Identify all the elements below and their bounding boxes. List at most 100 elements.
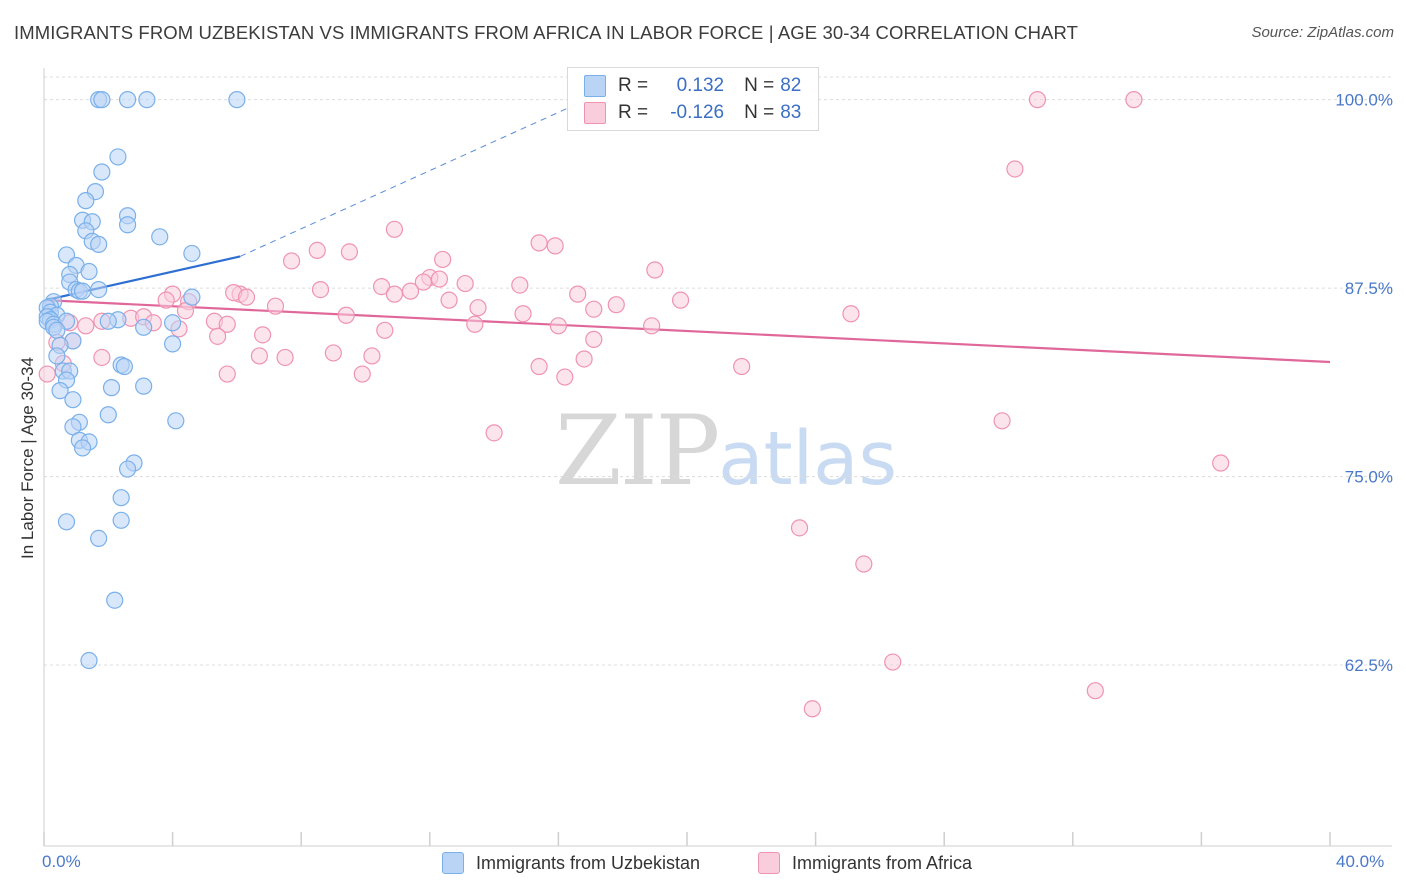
africa-point: [530, 234, 548, 252]
uzbekistan-point: [118, 91, 137, 109]
legend-item-uzbekistan[interactable]: Immigrants from Uzbekistan: [442, 852, 700, 874]
uzbekistan-point: [112, 511, 130, 529]
uzbekistan-point: [90, 529, 108, 548]
uzbekistan-point: [90, 281, 108, 299]
africa-point: [549, 317, 568, 335]
africa-point: [254, 326, 272, 344]
africa-point: [308, 241, 326, 260]
africa-point: [514, 305, 532, 323]
africa-point: [1212, 454, 1230, 472]
uzbekistan-point: [77, 192, 95, 210]
uzbekistan-point: [112, 489, 130, 507]
legend-pink-swatch: [758, 852, 780, 874]
stats-row-africa: R = -0.126 N = 83: [584, 100, 801, 126]
uzbekistan-point: [90, 235, 108, 253]
africa-point: [511, 276, 529, 294]
y-tick-label: 62.5%: [1345, 656, 1393, 675]
africa-point: [353, 365, 371, 383]
africa-point: [218, 315, 236, 333]
africa-point: [276, 348, 294, 367]
africa-point: [376, 321, 394, 339]
uzbekistan-point: [99, 312, 117, 330]
africa-point: [38, 365, 56, 383]
uzbekistan-point: [228, 91, 246, 109]
y-tick-label: 87.5%: [1345, 279, 1393, 298]
chart-title: IMMIGRANTS FROM UZBEKISTAN VS IMMIGRANTS…: [14, 22, 1079, 43]
uzbekistan-point: [57, 246, 76, 264]
africa-point: [993, 412, 1011, 430]
africa-point: [556, 368, 574, 386]
uzbekistan-point: [183, 288, 201, 306]
africa-point: [803, 700, 821, 718]
uzbekistan-point: [48, 347, 66, 365]
africa-point: [1086, 682, 1104, 700]
watermark-atlas: atlas: [718, 416, 898, 502]
watermark: ZIPatlas: [555, 395, 897, 507]
africa-point: [842, 305, 860, 323]
africa-point: [250, 347, 269, 365]
uzbekistan-point: [109, 148, 127, 166]
africa-point: [530, 357, 548, 376]
africa-point: [337, 306, 355, 324]
uzbekistan-point: [167, 412, 185, 430]
n-label: N =: [744, 102, 775, 123]
africa-point: [401, 282, 420, 300]
x-tick-label-max: 40.0%: [1336, 852, 1385, 871]
africa-point: [434, 250, 452, 269]
pink-swatch: [584, 102, 606, 124]
africa-point: [855, 555, 873, 573]
africa-point: [575, 350, 593, 368]
uzbekistan-point: [151, 228, 169, 246]
uzbekistan-point: [48, 321, 66, 339]
trend-lines: [45, 90, 1331, 364]
uzbekistan-point: [164, 335, 182, 353]
uzbekistan-point: [138, 91, 156, 109]
uzbekistan-point: [118, 216, 137, 234]
africa-point: [385, 220, 404, 238]
stats-box: R = 0.132 N = 82 R = -0.126 N = 83: [567, 67, 819, 131]
africa-point: [884, 653, 902, 671]
uzbekistan-point: [164, 314, 182, 332]
africa-point: [282, 252, 301, 270]
blue-swatch: [584, 75, 606, 97]
africa-trend-line: [45, 299, 1331, 364]
n-value: 83: [780, 102, 802, 123]
uzbekistan-point: [106, 591, 124, 609]
uzbekistan-trend-extension: [239, 90, 607, 257]
africa-point: [77, 317, 95, 335]
uzbekistan-point: [93, 91, 111, 109]
africa-point: [340, 243, 359, 261]
africa-point: [485, 424, 503, 442]
legend-item-africa[interactable]: Immigrants from Africa: [758, 852, 972, 874]
uzbekistan-point: [135, 377, 153, 395]
africa-point: [1028, 91, 1047, 109]
africa-point: [643, 317, 661, 335]
uzbekistan-point: [183, 244, 201, 263]
africa-point: [456, 274, 474, 293]
africa-point: [414, 273, 432, 291]
africa-point: [93, 348, 111, 367]
stats-row-uzbekistan: R = 0.132 N = 82: [584, 73, 801, 99]
africa-point: [585, 300, 603, 318]
africa-point: [733, 357, 751, 376]
axes: [43, 68, 1392, 847]
r-label: R =: [618, 75, 649, 96]
africa-point: [790, 519, 809, 537]
uzbekistan-point: [64, 391, 82, 409]
uzbekistan-point: [73, 282, 92, 300]
uzbekistan-point: [135, 318, 153, 336]
uzbekistan-point: [51, 382, 69, 400]
r-value: 0.132: [676, 75, 725, 96]
africa-point: [646, 261, 664, 279]
legend-blue-swatch: [442, 852, 464, 874]
x-tick-label-min: 0.0%: [42, 852, 81, 871]
uzbekistan-point: [57, 513, 76, 531]
watermark-zip: ZIP: [555, 395, 720, 507]
r-value: -0.126: [670, 102, 725, 123]
uzbekistan-point: [73, 439, 92, 457]
y-axis-label: In Labor Force | Age 30-34: [18, 357, 37, 559]
africa-point: [218, 365, 236, 383]
africa-point: [237, 288, 256, 306]
uzbekistan-point: [118, 460, 137, 478]
